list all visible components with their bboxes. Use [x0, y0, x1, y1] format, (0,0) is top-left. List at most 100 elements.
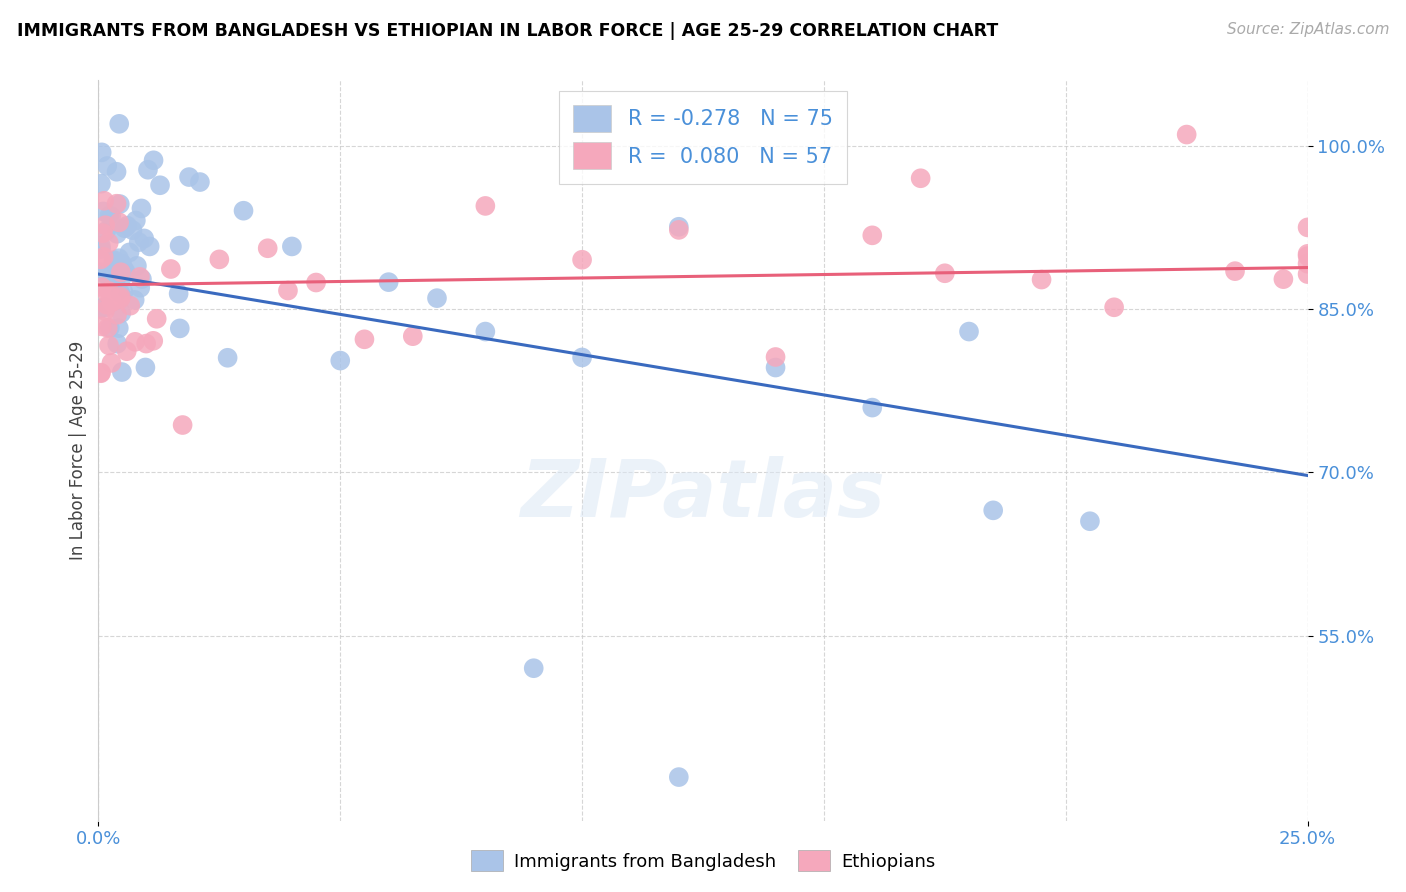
- Point: [108, 197, 131, 211]
- Point: [668, 770, 690, 784]
- Point: [103, 253, 125, 268]
- Point: [232, 203, 254, 218]
- Point: [134, 231, 156, 245]
- Point: [98, 209, 121, 223]
- Point: [108, 117, 131, 131]
- Point: [90, 238, 112, 252]
- Point: [1296, 247, 1319, 261]
- Point: [177, 170, 200, 185]
- Point: [110, 292, 132, 306]
- Legend: Immigrants from Bangladesh, Ethiopians: Immigrants from Bangladesh, Ethiopians: [464, 843, 942, 879]
- Point: [110, 286, 132, 301]
- Point: [1296, 257, 1319, 271]
- Point: [957, 325, 980, 339]
- Point: [128, 235, 150, 249]
- Point: [115, 344, 138, 359]
- Point: [256, 241, 278, 255]
- Point: [104, 273, 127, 287]
- Point: [118, 245, 141, 260]
- Point: [112, 268, 135, 283]
- Point: [1296, 220, 1319, 235]
- Point: [138, 239, 160, 253]
- Point: [91, 226, 114, 240]
- Point: [90, 252, 112, 267]
- Point: [129, 281, 152, 295]
- Point: [523, 661, 546, 675]
- Point: [145, 311, 167, 326]
- Point: [134, 360, 156, 375]
- Point: [353, 332, 375, 346]
- Point: [97, 284, 120, 298]
- Point: [474, 199, 496, 213]
- Point: [1223, 264, 1246, 278]
- Point: [934, 266, 956, 280]
- Point: [93, 194, 115, 208]
- Point: [1102, 300, 1125, 314]
- Point: [111, 365, 134, 379]
- Y-axis label: In Labor Force | Age 25-29: In Labor Force | Age 25-29: [69, 341, 87, 560]
- Text: IMMIGRANTS FROM BANGLADESH VS ETHIOPIAN IN LABOR FORCE | AGE 25-29 CORRELATION C: IMMIGRANTS FROM BANGLADESH VS ETHIOPIAN …: [17, 22, 998, 40]
- Point: [112, 262, 135, 277]
- Point: [105, 336, 128, 351]
- Point: [208, 252, 231, 267]
- Point: [142, 334, 165, 348]
- Point: [105, 270, 128, 285]
- Point: [860, 401, 883, 415]
- Point: [217, 351, 239, 365]
- Point: [93, 250, 115, 264]
- Point: [125, 213, 148, 227]
- Point: [98, 320, 121, 334]
- Point: [98, 271, 121, 285]
- Point: [1296, 249, 1319, 263]
- Point: [571, 351, 593, 365]
- Point: [981, 503, 1004, 517]
- Text: ZIPatlas: ZIPatlas: [520, 456, 886, 534]
- Point: [97, 321, 120, 335]
- Point: [668, 219, 690, 234]
- Point: [94, 218, 117, 232]
- Point: [96, 267, 118, 281]
- Point: [91, 204, 114, 219]
- Point: [149, 178, 172, 193]
- Point: [112, 285, 135, 300]
- Point: [100, 210, 122, 224]
- Point: [160, 262, 183, 277]
- Point: [277, 284, 299, 298]
- Point: [96, 298, 118, 312]
- Point: [128, 269, 150, 284]
- Point: [98, 338, 121, 352]
- Point: [110, 306, 132, 320]
- Point: [120, 299, 142, 313]
- Point: [90, 265, 112, 279]
- Point: [101, 254, 124, 268]
- Point: [96, 286, 118, 301]
- Point: [860, 228, 883, 243]
- Point: [108, 215, 131, 229]
- Point: [121, 223, 143, 237]
- Point: [103, 261, 125, 276]
- Point: [110, 290, 132, 304]
- Point: [136, 162, 159, 177]
- Point: [668, 223, 690, 237]
- Point: [402, 329, 425, 343]
- Text: Source: ZipAtlas.com: Source: ZipAtlas.com: [1226, 22, 1389, 37]
- Point: [1175, 128, 1198, 142]
- Point: [90, 280, 112, 294]
- Point: [169, 321, 191, 335]
- Point: [765, 360, 787, 375]
- Point: [111, 256, 134, 270]
- Point: [124, 293, 146, 307]
- Point: [1031, 272, 1053, 286]
- Point: [131, 272, 153, 286]
- Point: [100, 356, 122, 370]
- Point: [115, 219, 138, 233]
- Point: [110, 265, 132, 279]
- Point: [101, 295, 124, 310]
- Point: [94, 301, 117, 315]
- Point: [108, 251, 131, 265]
- Point: [377, 275, 399, 289]
- Point: [765, 350, 787, 364]
- Point: [1272, 272, 1295, 286]
- Point: [1296, 267, 1319, 281]
- Point: [103, 268, 125, 282]
